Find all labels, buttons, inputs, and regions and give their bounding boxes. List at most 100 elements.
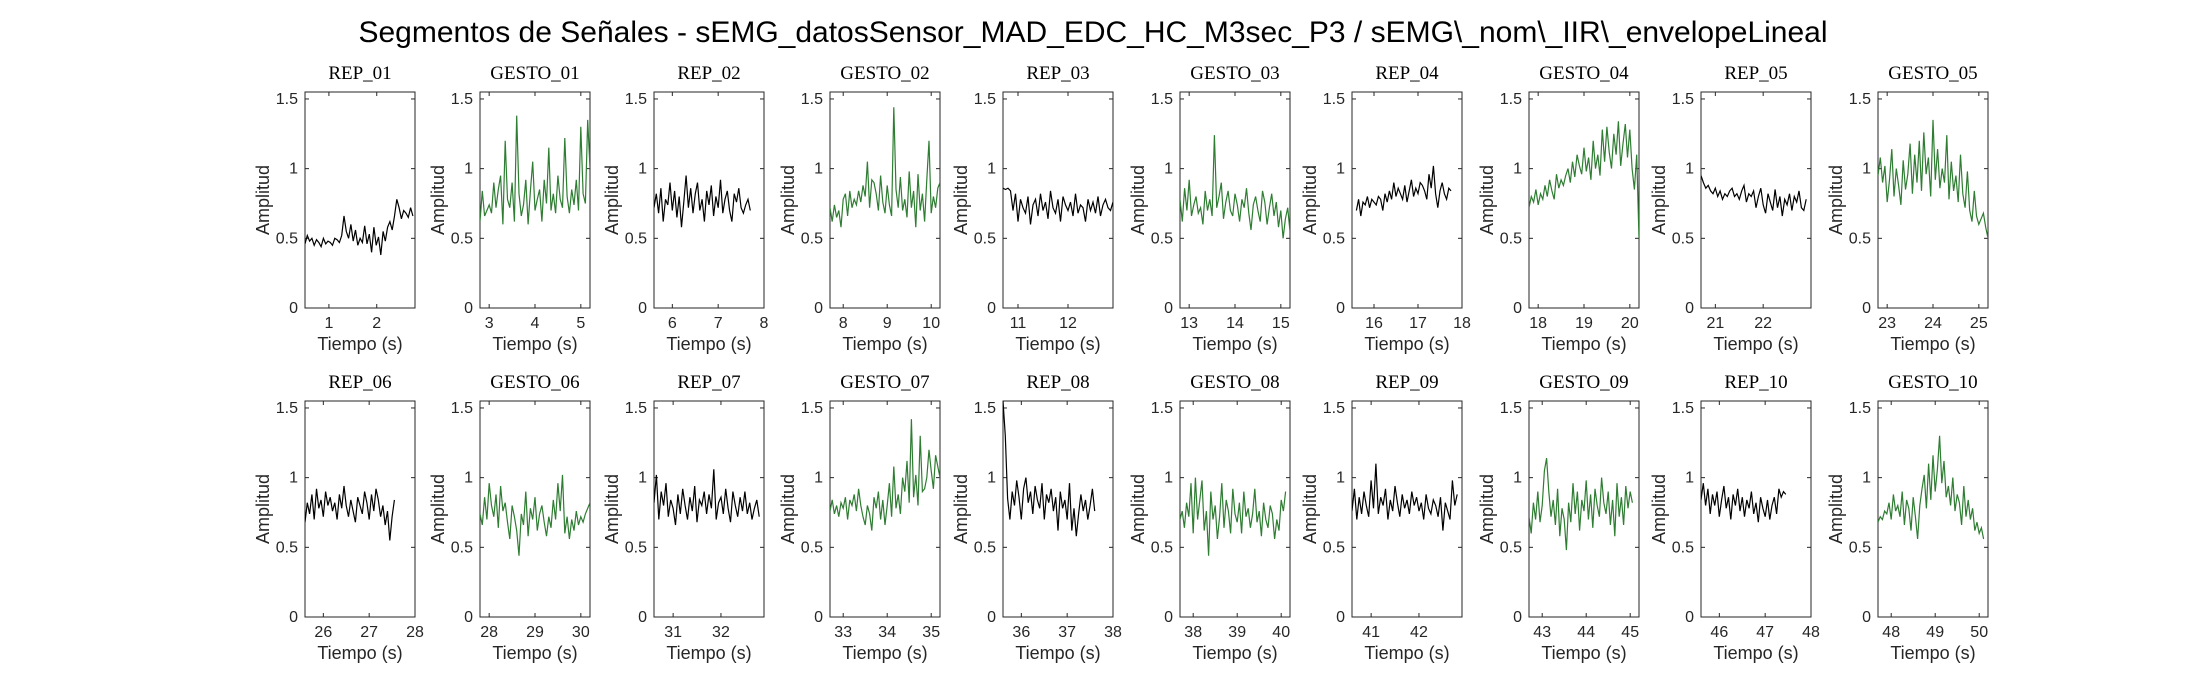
y-tick-label: 1.5 bbox=[1323, 91, 1345, 108]
x-axis-label: Tiempo (s) bbox=[666, 643, 751, 663]
y-tick-label: 1 bbox=[289, 161, 298, 178]
x-axis-label: Tiempo (s) bbox=[1541, 643, 1626, 663]
y-tick-label: 0.5 bbox=[451, 230, 473, 247]
x-tick-label: 33 bbox=[834, 624, 852, 641]
subplot-gesto_04: GESTO_04 0 0.5 1 1.5 18 19 20 Tiempo (s) Amplitud bbox=[1477, 63, 1640, 354]
x-tick-label: 8 bbox=[760, 315, 769, 332]
x-axis-label: Tiempo (s) bbox=[1015, 643, 1100, 663]
x-tick-label: 50 bbox=[1970, 624, 1988, 641]
series-line-rep_03 bbox=[1003, 187, 1113, 225]
y-tick-label: 1 bbox=[987, 470, 996, 487]
x-tick-label: 39 bbox=[1228, 624, 1246, 641]
series-line-gesto_10 bbox=[1878, 435, 1985, 540]
x-tick-label: 10 bbox=[922, 315, 940, 332]
y-axis-label: Amplitud bbox=[602, 165, 622, 235]
y-axis-label: Amplitud bbox=[951, 165, 971, 235]
y-axis-label: Amplitud bbox=[1649, 165, 1669, 235]
subplot-gesto_09: GESTO_09 0 0.5 1 1.5 43 44 45 Tiempo (s) Amplitud bbox=[1477, 372, 1640, 663]
series-line-gesto_01 bbox=[480, 115, 590, 225]
y-tick-label: 1.5 bbox=[451, 91, 473, 108]
y-tick-label: 0.5 bbox=[276, 539, 298, 556]
subplot-title: REP_07 bbox=[677, 372, 740, 393]
subplot-gesto_05: GESTO_05 0 0.5 1 1.5 23 24 25 Tiempo (s) Amplitud bbox=[1826, 63, 1989, 354]
series-line-rep_05 bbox=[1701, 175, 1807, 217]
subplot-title: GESTO_03 bbox=[1190, 63, 1279, 84]
y-tick-label: 1.5 bbox=[974, 91, 996, 108]
y-tick-label: 0.5 bbox=[1500, 230, 1522, 247]
y-tick-label: 0 bbox=[1164, 300, 1173, 317]
series-line-gesto_09 bbox=[1529, 457, 1633, 551]
axes-box bbox=[1179, 91, 1291, 309]
subplot-title: GESTO_01 bbox=[490, 63, 579, 84]
y-tick-label: 1 bbox=[814, 470, 823, 487]
y-tick-label: 1 bbox=[1862, 161, 1871, 178]
y-tick-label: 0 bbox=[464, 609, 473, 626]
y-axis-label: Amplitud bbox=[1128, 165, 1148, 235]
series-line-gesto_04 bbox=[1529, 121, 1639, 239]
y-tick-label: 0 bbox=[1164, 609, 1173, 626]
subplot-title: REP_03 bbox=[1026, 63, 1089, 84]
x-tick-label: 24 bbox=[1924, 315, 1942, 332]
x-axis-label: Tiempo (s) bbox=[1192, 334, 1277, 354]
x-tick-label: 28 bbox=[406, 624, 424, 641]
y-tick-label: 0 bbox=[1336, 300, 1345, 317]
subplot-title: REP_02 bbox=[677, 63, 740, 84]
y-tick-label: 0 bbox=[638, 300, 647, 317]
y-tick-label: 1 bbox=[814, 161, 823, 178]
axes-box bbox=[1528, 91, 1640, 309]
x-tick-label: 18 bbox=[1529, 315, 1547, 332]
subplot-title: GESTO_10 bbox=[1888, 372, 1977, 393]
x-tick-label: 9 bbox=[883, 315, 892, 332]
x-tick-label: 43 bbox=[1533, 624, 1551, 641]
subplot-title: GESTO_04 bbox=[1539, 63, 1629, 84]
y-tick-label: 0 bbox=[1685, 300, 1694, 317]
y-tick-label: 0.5 bbox=[1500, 539, 1522, 556]
y-tick-label: 0.5 bbox=[801, 230, 823, 247]
axes-box bbox=[653, 400, 765, 618]
axes-box bbox=[304, 91, 416, 309]
x-tick-label: 12 bbox=[1059, 315, 1077, 332]
x-tick-label: 35 bbox=[922, 624, 940, 641]
y-axis-label: Amplitud bbox=[1826, 474, 1846, 544]
series-line-gesto_08 bbox=[1180, 477, 1287, 556]
x-tick-label: 7 bbox=[714, 315, 723, 332]
x-tick-label: 27 bbox=[360, 624, 378, 641]
x-axis-label: Tiempo (s) bbox=[1890, 643, 1975, 663]
x-axis-label: Tiempo (s) bbox=[492, 643, 577, 663]
x-tick-label: 37 bbox=[1058, 624, 1076, 641]
y-tick-label: 1 bbox=[1862, 470, 1871, 487]
y-tick-label: 1.5 bbox=[625, 400, 647, 417]
subplot-gesto_10: GESTO_10 0 0.5 1 1.5 48 49 50 Tiempo (s) Amplitud bbox=[1826, 372, 1989, 663]
y-axis-label: Amplitud bbox=[1649, 474, 1669, 544]
y-axis-label: Amplitud bbox=[428, 165, 448, 235]
y-tick-label: 1.5 bbox=[451, 400, 473, 417]
y-axis-label: Amplitud bbox=[428, 474, 448, 544]
x-axis-label: Tiempo (s) bbox=[317, 334, 402, 354]
x-tick-label: 25 bbox=[1970, 315, 1988, 332]
y-tick-label: 0.5 bbox=[1672, 539, 1694, 556]
series-line-rep_01 bbox=[305, 199, 414, 256]
x-tick-label: 48 bbox=[1882, 624, 1900, 641]
series-line-rep_04 bbox=[1355, 165, 1452, 217]
y-tick-label: 1 bbox=[987, 161, 996, 178]
y-tick-label: 1.5 bbox=[625, 91, 647, 108]
y-tick-label: 0.5 bbox=[1151, 539, 1173, 556]
y-tick-label: 0 bbox=[1685, 609, 1694, 626]
y-tick-label: 1 bbox=[1513, 161, 1522, 178]
y-tick-label: 0.5 bbox=[1849, 230, 1871, 247]
subplot-gesto_07: GESTO_07 0 0.5 1 1.5 33 34 35 Tiempo (s) Amplitud bbox=[778, 372, 941, 663]
subplot-gesto_01: GESTO_01 0 0.5 1 1.5 3 4 5 Tiempo (s) Amplitud bbox=[428, 63, 591, 354]
y-tick-label: 0 bbox=[814, 609, 823, 626]
y-axis-label: Amplitud bbox=[253, 165, 273, 235]
x-axis-label: Tiempo (s) bbox=[1364, 334, 1449, 354]
x-tick-label: 19 bbox=[1575, 315, 1593, 332]
x-tick-label: 30 bbox=[572, 624, 590, 641]
y-tick-label: 1.5 bbox=[1672, 400, 1694, 417]
y-axis-label: Amplitud bbox=[1128, 474, 1148, 544]
y-tick-label: 1 bbox=[1336, 470, 1345, 487]
